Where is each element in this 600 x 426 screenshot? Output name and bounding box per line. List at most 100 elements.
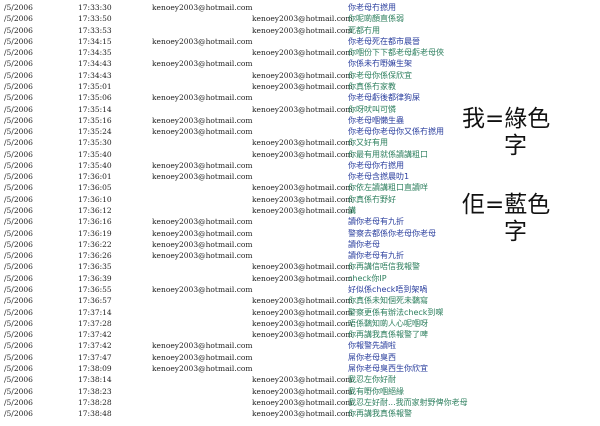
message-cell: 你真係冇野好 bbox=[348, 194, 396, 204]
legend-label: 我=綠色 bbox=[462, 106, 551, 132]
message-cell: 好似係check唔到架喎 bbox=[348, 285, 428, 294]
time-cell: 17:37:14 bbox=[78, 307, 112, 317]
from-cell: kenoey2003@hotmail.com bbox=[152, 59, 253, 69]
date-cell: /5/2006 bbox=[4, 330, 33, 340]
time-cell: 17:38:09 bbox=[78, 363, 112, 373]
date-cell: /5/2006 bbox=[4, 375, 33, 385]
time-cell: 17:35:06 bbox=[78, 93, 112, 103]
time-cell: 17:38:14 bbox=[78, 375, 112, 385]
message-cell: 你真係未知個死未黐寫 bbox=[348, 296, 428, 306]
date-cell: /5/2006 bbox=[4, 172, 33, 182]
date-cell: /5/2006 bbox=[4, 296, 33, 306]
from-cell: kenoey2003@hotmail.com bbox=[152, 217, 253, 227]
date-cell: /5/2006 bbox=[4, 3, 33, 12]
from-cell: kenoey2003@hotmail.com bbox=[152, 127, 253, 137]
date-cell: /5/2006 bbox=[4, 262, 33, 272]
to-cell: kenoey2003@hotmail.com bbox=[252, 318, 353, 328]
date-cell: /5/2006 bbox=[4, 104, 33, 114]
to-cell: kenoey2003@hotmail.com bbox=[252, 397, 353, 407]
message-cell: 你老母虧後都律狗屎 bbox=[348, 93, 420, 103]
date-cell: /5/2006 bbox=[4, 352, 33, 362]
date-cell: /5/2006 bbox=[4, 397, 33, 407]
message-cell: 你老母你係保欣宜 bbox=[348, 70, 412, 80]
date-cell: /5/2006 bbox=[4, 409, 33, 419]
time-cell: 17:38:28 bbox=[78, 397, 112, 407]
message-cell: 你嗰份下下都老母虧老母俠 bbox=[348, 48, 444, 58]
to-cell: kenoey2003@hotmail.com bbox=[252, 386, 353, 396]
message-cell: 你依左讀講粗口直讀咩 bbox=[348, 183, 428, 193]
time-cell: 17:37:28 bbox=[78, 318, 112, 328]
from-cell: kenoey2003@hotmail.com bbox=[152, 251, 253, 261]
message-cell: 你老母冇撚用 bbox=[348, 3, 396, 12]
date-cell: /5/2006 bbox=[4, 273, 33, 283]
time-cell: 17:36:26 bbox=[78, 251, 112, 261]
time-cell: 17:36:35 bbox=[78, 262, 112, 272]
time-cell: 17:35:30 bbox=[78, 138, 112, 148]
to-cell: kenoey2003@hotmail.com bbox=[252, 409, 353, 419]
message-cell: 你真係冇家教 bbox=[348, 81, 396, 91]
message-cell: 講 bbox=[348, 206, 356, 216]
message-cell: 死都冇用 bbox=[348, 25, 380, 35]
from-cell: kenoey2003@hotmail.com bbox=[152, 363, 253, 373]
time-cell: 17:36:22 bbox=[78, 239, 112, 249]
message-cell: 讀你老母有九折 bbox=[348, 251, 404, 261]
date-cell: /5/2006 bbox=[4, 318, 33, 328]
time-cell: 17:37:47 bbox=[78, 352, 112, 362]
message-cell: 你老母死在都市晨晉 bbox=[348, 36, 420, 46]
legend-label: 字 bbox=[504, 133, 527, 159]
from-cell: kenoey2003@hotmail.com bbox=[152, 341, 253, 351]
to-cell: kenoey2003@hotmail.com bbox=[252, 330, 353, 340]
to-cell: kenoey2003@hotmail.com bbox=[252, 296, 353, 306]
time-cell: 17:33:30 bbox=[78, 3, 112, 12]
date-cell: /5/2006 bbox=[4, 70, 33, 80]
date-cell: /5/2006 bbox=[4, 81, 33, 91]
date-cell: /5/2006 bbox=[4, 217, 33, 227]
time-cell: 17:34:43 bbox=[78, 59, 112, 69]
from-cell: kenoey2003@hotmail.com bbox=[152, 228, 253, 238]
message-cell: 你再講我真係報警 bbox=[348, 409, 412, 419]
from-cell: kenoey2003@hotmail.com bbox=[152, 36, 253, 46]
from-cell: kenoey2003@hotmail.com bbox=[152, 3, 253, 12]
date-cell: /5/2006 bbox=[4, 251, 33, 261]
message-cell: 你老母你老母你又係冇撚用 bbox=[348, 127, 444, 137]
time-cell: 17:34:43 bbox=[78, 70, 112, 80]
message-cell: 屌你老母臭西生你欣宜 bbox=[348, 363, 428, 373]
to-cell: kenoey2003@hotmail.com bbox=[252, 14, 353, 24]
message-cell: 你老母嗰懶生蟲 bbox=[348, 115, 404, 125]
message-cell: 你再講信唔信我報警 bbox=[348, 262, 420, 272]
time-cell: 17:34:35 bbox=[78, 48, 112, 58]
from-cell: kenoey2003@hotmail.com bbox=[152, 172, 253, 182]
to-cell: kenoey2003@hotmail.com bbox=[252, 273, 353, 283]
message-cell: 你呢啲顏直係弱 bbox=[348, 14, 404, 24]
date-cell: /5/2006 bbox=[4, 341, 33, 351]
legend-label: 字 bbox=[504, 219, 527, 245]
message-cell: 你老母你冇撚用 bbox=[348, 160, 404, 170]
time-cell: 17:35:14 bbox=[78, 104, 112, 114]
date-cell: /5/2006 bbox=[4, 194, 33, 204]
time-cell: 17:35:16 bbox=[78, 115, 112, 125]
message-cell: 讀你老母有九折 bbox=[348, 217, 404, 227]
to-cell: kenoey2003@hotmail.com bbox=[252, 25, 353, 35]
to-cell: kenoey2003@hotmail.com bbox=[252, 104, 353, 114]
date-cell: /5/2006 bbox=[4, 48, 33, 58]
message-cell: 你再講我真係報警了啤 bbox=[348, 330, 428, 340]
message-cell: 警察更係有辦法check到㗎 bbox=[348, 307, 444, 317]
date-cell: /5/2006 bbox=[4, 206, 33, 216]
legend-label: 佢=藍色 bbox=[462, 192, 551, 218]
message-cell: 你老母含撚晨叻1 bbox=[348, 172, 410, 182]
time-cell: 17:33:53 bbox=[78, 25, 112, 35]
date-cell: /5/2006 bbox=[4, 160, 33, 170]
time-cell: 17:34:15 bbox=[78, 36, 112, 46]
time-cell: 17:36:12 bbox=[78, 206, 112, 216]
to-cell: kenoey2003@hotmail.com bbox=[252, 70, 353, 80]
from-cell: kenoey2003@hotmail.com bbox=[152, 285, 253, 294]
date-cell: /5/2006 bbox=[4, 93, 33, 103]
to-cell: kenoey2003@hotmail.com bbox=[252, 375, 353, 385]
message-cell: 唔係黐知啲人心呢嗰呀 bbox=[348, 318, 428, 328]
from-cell: kenoey2003@hotmail.com bbox=[152, 239, 253, 249]
time-cell: 17:36:57 bbox=[78, 296, 112, 306]
message-cell: 你最有用就係讀講粗口 bbox=[348, 149, 428, 159]
message-cell: 你報警先讀啦 bbox=[348, 341, 396, 351]
date-cell: /5/2006 bbox=[4, 115, 33, 125]
